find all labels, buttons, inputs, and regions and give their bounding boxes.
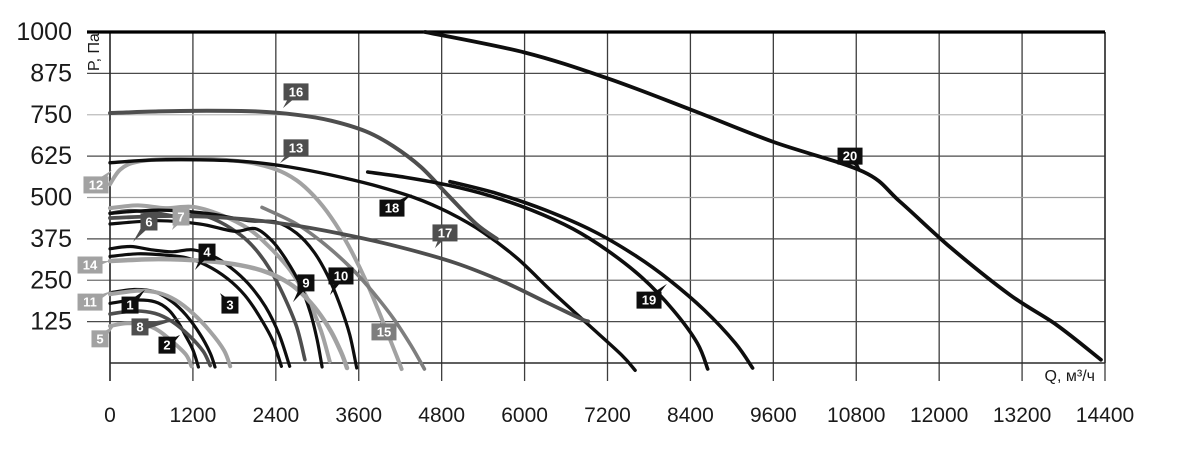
curve-label-box-10 [328, 267, 354, 285]
curve-18 [365, 170, 710, 371]
curve-label-box-20 [837, 147, 863, 165]
curve-label-box-14 [77, 256, 103, 274]
curve-label-14: 14 [83, 258, 98, 273]
curve-label-4: 4 [203, 245, 211, 260]
y-tick-label: 125 [30, 308, 72, 336]
curve-16 [108, 108, 499, 241]
curve-label-12: 12 [89, 178, 103, 193]
curve-label-box-12 [83, 176, 109, 194]
curve-label-box-2 [158, 336, 176, 354]
curve-label-box-18 [379, 199, 405, 217]
y-tick-label: 625 [30, 142, 72, 170]
x-tick-label: 1200 [170, 404, 217, 427]
curve-5 [108, 321, 194, 369]
curve-label-box-13 [283, 139, 309, 157]
curve-label-box-7 [172, 208, 190, 226]
curve-label-box-5 [91, 330, 109, 348]
curve-label-9: 9 [302, 275, 309, 290]
curve-label-20: 20 [843, 149, 857, 164]
x-tick-label: 7200 [584, 404, 631, 427]
x-tick-label: 14400 [1076, 404, 1134, 427]
curve-19 [448, 179, 755, 370]
curve-label-16: 16 [289, 85, 303, 100]
curve-15 [260, 205, 427, 371]
curve-17 [108, 214, 591, 324]
curve-label-box-8 [131, 318, 149, 336]
y-tick-label: 1000 [16, 18, 72, 46]
curve-10 [108, 208, 359, 370]
curve-label-7: 7 [177, 210, 184, 225]
x-tick-label: 8400 [667, 404, 714, 427]
curve-label-box-15 [371, 323, 397, 341]
y-tick-label: 250 [30, 266, 72, 294]
curve-label-18: 18 [385, 201, 399, 216]
curve-label-box-3 [221, 296, 239, 314]
x-tick-label: 3600 [335, 404, 382, 427]
curve-14 [107, 256, 350, 371]
curve-label-6: 6 [145, 215, 152, 230]
y-axis-title: P, Па [86, 33, 103, 71]
curve-20 [423, 30, 1103, 362]
curve-13 [108, 157, 637, 372]
x-tick-label: 10800 [827, 404, 885, 427]
x-tick-label: 13200 [993, 404, 1051, 427]
curve-6 [108, 208, 307, 362]
x-tick-label: 2400 [252, 404, 299, 427]
curve-label-1: 1 [126, 298, 133, 313]
curve-label-10: 10 [334, 269, 348, 284]
curve-label-box-4 [198, 243, 216, 261]
curve-label-8: 8 [136, 320, 143, 335]
curve-11 [108, 288, 233, 369]
curve-label-5: 5 [96, 331, 103, 346]
curve-label-tail-8 [139, 317, 182, 331]
curve-label-box-6 [140, 213, 158, 231]
x-tick-label: 6000 [501, 404, 548, 427]
curve-label-box-17 [432, 224, 458, 242]
curve-label-15: 15 [377, 324, 391, 339]
x-tick-label: 0 [104, 404, 116, 427]
x-tick-label: 12000 [910, 404, 968, 427]
curve-label-11: 11 [83, 295, 97, 310]
y-tick-label: 875 [30, 59, 72, 87]
curve-label-3: 3 [226, 298, 233, 313]
curve-label-19: 19 [642, 293, 656, 308]
x-tick-label: 9600 [750, 404, 797, 427]
curve-label-2: 2 [163, 338, 170, 353]
curve-label-box-11 [77, 293, 103, 311]
curve-label-13: 13 [289, 140, 303, 155]
x-axis-title: Q, м³/ч [1045, 368, 1095, 385]
curve-12 [108, 156, 404, 371]
y-tick-label: 750 [30, 101, 72, 129]
curve-label-17: 17 [438, 226, 452, 241]
curve-label-box-16 [283, 83, 309, 101]
y-tick-label: 375 [30, 225, 72, 253]
curve-3 [108, 252, 283, 368]
y-tick-label: 500 [30, 184, 72, 212]
curve-label-box-19 [636, 291, 662, 309]
x-tick-label: 4800 [418, 404, 465, 427]
curve-label-box-9 [297, 274, 315, 292]
curve-label-box-1 [121, 296, 139, 314]
